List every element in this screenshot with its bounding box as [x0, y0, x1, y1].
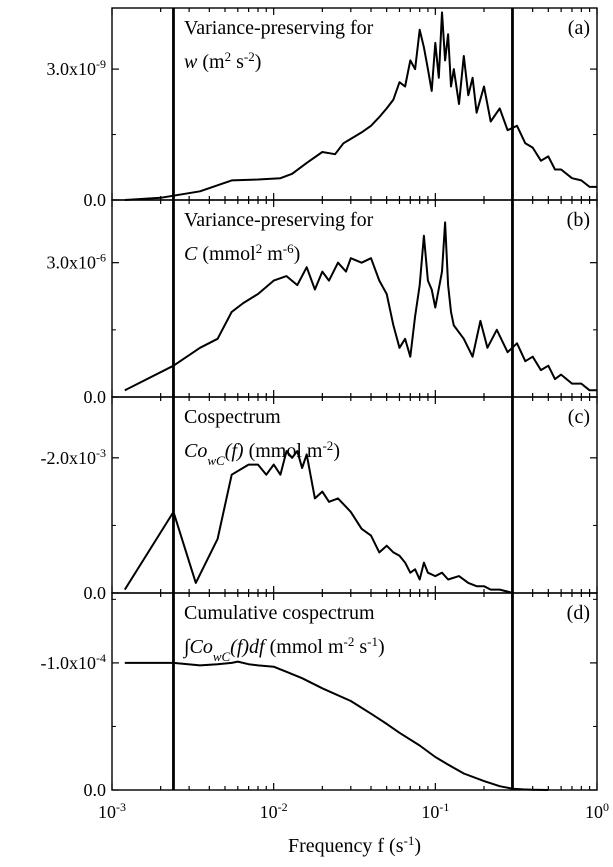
panel-title-line2: CowC(f) (mmol m-2): [184, 438, 340, 468]
y-tick-label: 0.0: [84, 190, 107, 210]
y-tick-label: -1.0x10-4: [41, 651, 107, 673]
panel-tag: (a): [568, 17, 590, 39]
series-line-c: [123, 450, 513, 594]
y-tick-label: -2.0x10-3: [41, 446, 107, 468]
x-tick-label: 100: [585, 800, 609, 822]
series-line-d: [124, 660, 549, 791]
x-tick-label: 10-2: [260, 800, 288, 822]
panel-b: 0.0 3.0x10-6 Variance-preserving for C (mmo…: [47, 199, 598, 407]
x-axis-title: Frequency f (s-1): [288, 833, 421, 858]
y-tick-label: 0.0: [84, 583, 107, 603]
y-tick-label: 0.0: [84, 780, 107, 800]
panel-title-line1: Cospectrum: [184, 406, 281, 428]
panel-title-line1: Variance-preserving for: [184, 17, 374, 39]
panel-title-line1: Cumulative cospectrum: [184, 602, 375, 624]
x-tick-label: 10-3: [98, 800, 126, 822]
panel-c: 0.0 -2.0x10-3 Cospectrum CowC(f) (mmol m-2)…: [41, 396, 598, 603]
panel-tag: (b): [567, 209, 590, 231]
panel-title-line2: w (m2 s-2): [184, 49, 261, 74]
panel-tag: (c): [568, 406, 590, 428]
panel-a: 0.0 3.0x10-9 Variance-preserving for w (m2 …: [47, 7, 598, 210]
x-tick-label: 10-1: [421, 800, 449, 822]
panel-frame: [111, 592, 598, 791]
y-tick-label: 0.0: [84, 387, 107, 407]
panel-tag: (d): [567, 602, 590, 624]
series-line-b: [124, 221, 597, 392]
y-tick-label: 3.0x10-6: [47, 251, 107, 273]
panel-title-line2: C (mmol2 m-6): [184, 241, 300, 266]
panel-title-line1: Variance-preserving for: [184, 209, 374, 231]
panel-d: 0.0 -1.0x10-4 Cumulative cospectrum ∫CowC(f…: [41, 592, 598, 800]
panel-title-line2: ∫CowC(f)df (mmol m-2 s-1): [182, 634, 385, 664]
y-tick-label: 3.0x10-9: [47, 57, 107, 79]
series-line-a: [124, 11, 597, 201]
